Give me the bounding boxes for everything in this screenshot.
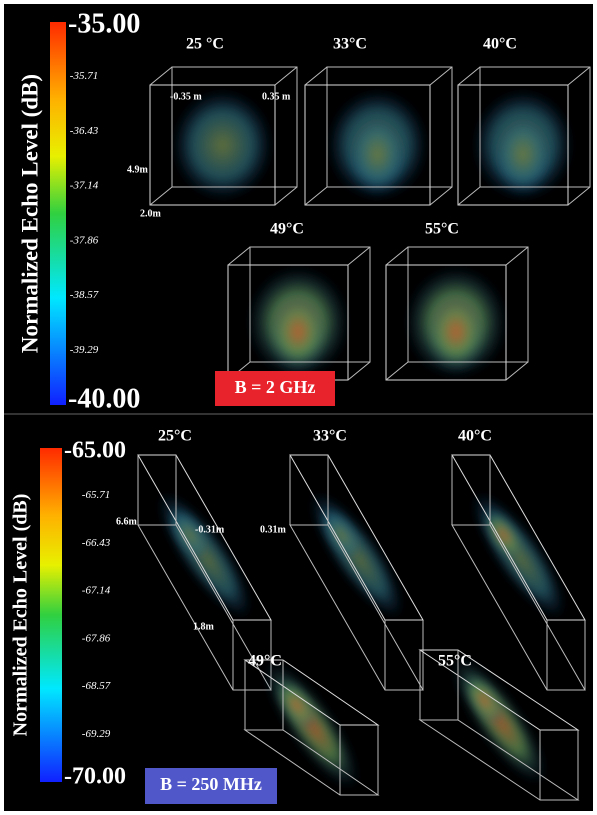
echo-volume: [320, 509, 363, 561]
temperature-label: 55°C: [425, 221, 459, 238]
bounding-box-edge: [347, 246, 371, 266]
bounding-box-edge: [347, 361, 371, 381]
colorbar-tick-label: -40.00: [68, 383, 140, 414]
temperature-label: 49°C: [270, 221, 304, 238]
bounding-box-edge: [274, 186, 298, 206]
colorbar-tick-label: -35.71: [70, 70, 98, 82]
band-label: B = 250 MHz: [160, 774, 262, 794]
bounding-box-edge: [304, 66, 328, 86]
echo-volume: [172, 90, 273, 200]
echo-volume: [463, 674, 505, 726]
dimension-label: 2.0m: [140, 208, 162, 219]
colorbar: [50, 22, 66, 405]
bounding-box-edge: [429, 66, 453, 86]
echo-volume: [347, 115, 408, 195]
bounding-box-edge: [227, 246, 251, 266]
bounding-box-edge: [505, 246, 529, 266]
dimension-label: -0.31m: [195, 524, 225, 535]
colorbar-tick-label: -68.57: [82, 680, 111, 692]
bounding-box-edge: [149, 186, 173, 206]
echo-volume: [426, 292, 486, 373]
echo-volume: [482, 509, 525, 561]
dimension-label: 4.9m: [127, 164, 149, 175]
temperature-label: 25 °C: [186, 36, 224, 53]
dimension-label: 0.35 m: [262, 91, 291, 102]
bounding-box-edge: [429, 186, 453, 206]
colorbar-tick-label: -67.14: [82, 585, 111, 597]
band-label: B = 2 GHz: [235, 377, 316, 397]
bounding-box-edge: [304, 186, 328, 206]
colorbar-tick-label: -67.86: [82, 632, 111, 644]
bounding-box-edge: [274, 66, 298, 86]
bounding-box-edge: [385, 361, 409, 381]
bounding-box-edge: [457, 66, 481, 86]
echo-volume: [268, 292, 328, 373]
dimension-label: 1.8m: [193, 621, 215, 632]
echo-volume: [275, 679, 318, 731]
temperature-label: 25°C: [158, 428, 192, 445]
band-badge: [145, 768, 277, 804]
band-badge: [215, 371, 335, 406]
colorbar-tick-label: -37.14: [70, 180, 99, 192]
bounding-box-edge: [567, 66, 591, 86]
temperature-label: 49°C: [248, 653, 282, 670]
colorbar-label: Normalized Echo Level (dB): [10, 494, 32, 737]
temperature-label: 40°C: [458, 428, 492, 445]
colorbar-tick-label: -35.00: [68, 8, 140, 39]
bounding-box-edge: [457, 186, 481, 206]
colorbar-tick-label: -65.71: [82, 489, 110, 501]
colorbar-tick-label: -66.43: [82, 537, 111, 549]
temperature-label: 40°C: [483, 36, 517, 53]
colorbar-tick-label: -38.57: [70, 289, 99, 301]
dimension-label: -0.35 m: [170, 91, 202, 102]
bounding-box-edge: [385, 246, 409, 266]
colorbar-tick-label: -65.00: [64, 438, 126, 464]
temperature-label: 55°C: [438, 653, 472, 670]
dimension-label: 6.6m: [116, 516, 138, 527]
echo-volume: [168, 509, 211, 561]
colorbar-tick-label: -70.00: [64, 764, 126, 790]
echo-volume: [493, 115, 553, 195]
colorbar-label: Normalized Echo Level (dB): [17, 74, 42, 353]
dimension-label: 0.31m: [260, 524, 287, 535]
temperature-label: 33°C: [333, 36, 367, 53]
colorbar-tick-label: -36.43: [70, 125, 99, 137]
temperature-label: 33°C: [313, 428, 347, 445]
bounding-box-edge: [505, 361, 529, 381]
colorbar-tick-label: -69.29: [82, 728, 111, 740]
colorbar-tick-label: -37.86: [70, 234, 99, 246]
colorbar-tick-label: -39.29: [70, 344, 99, 356]
bounding-box-edge: [567, 186, 591, 206]
colorbar: [40, 448, 62, 782]
bounding-box-edge: [149, 66, 173, 86]
